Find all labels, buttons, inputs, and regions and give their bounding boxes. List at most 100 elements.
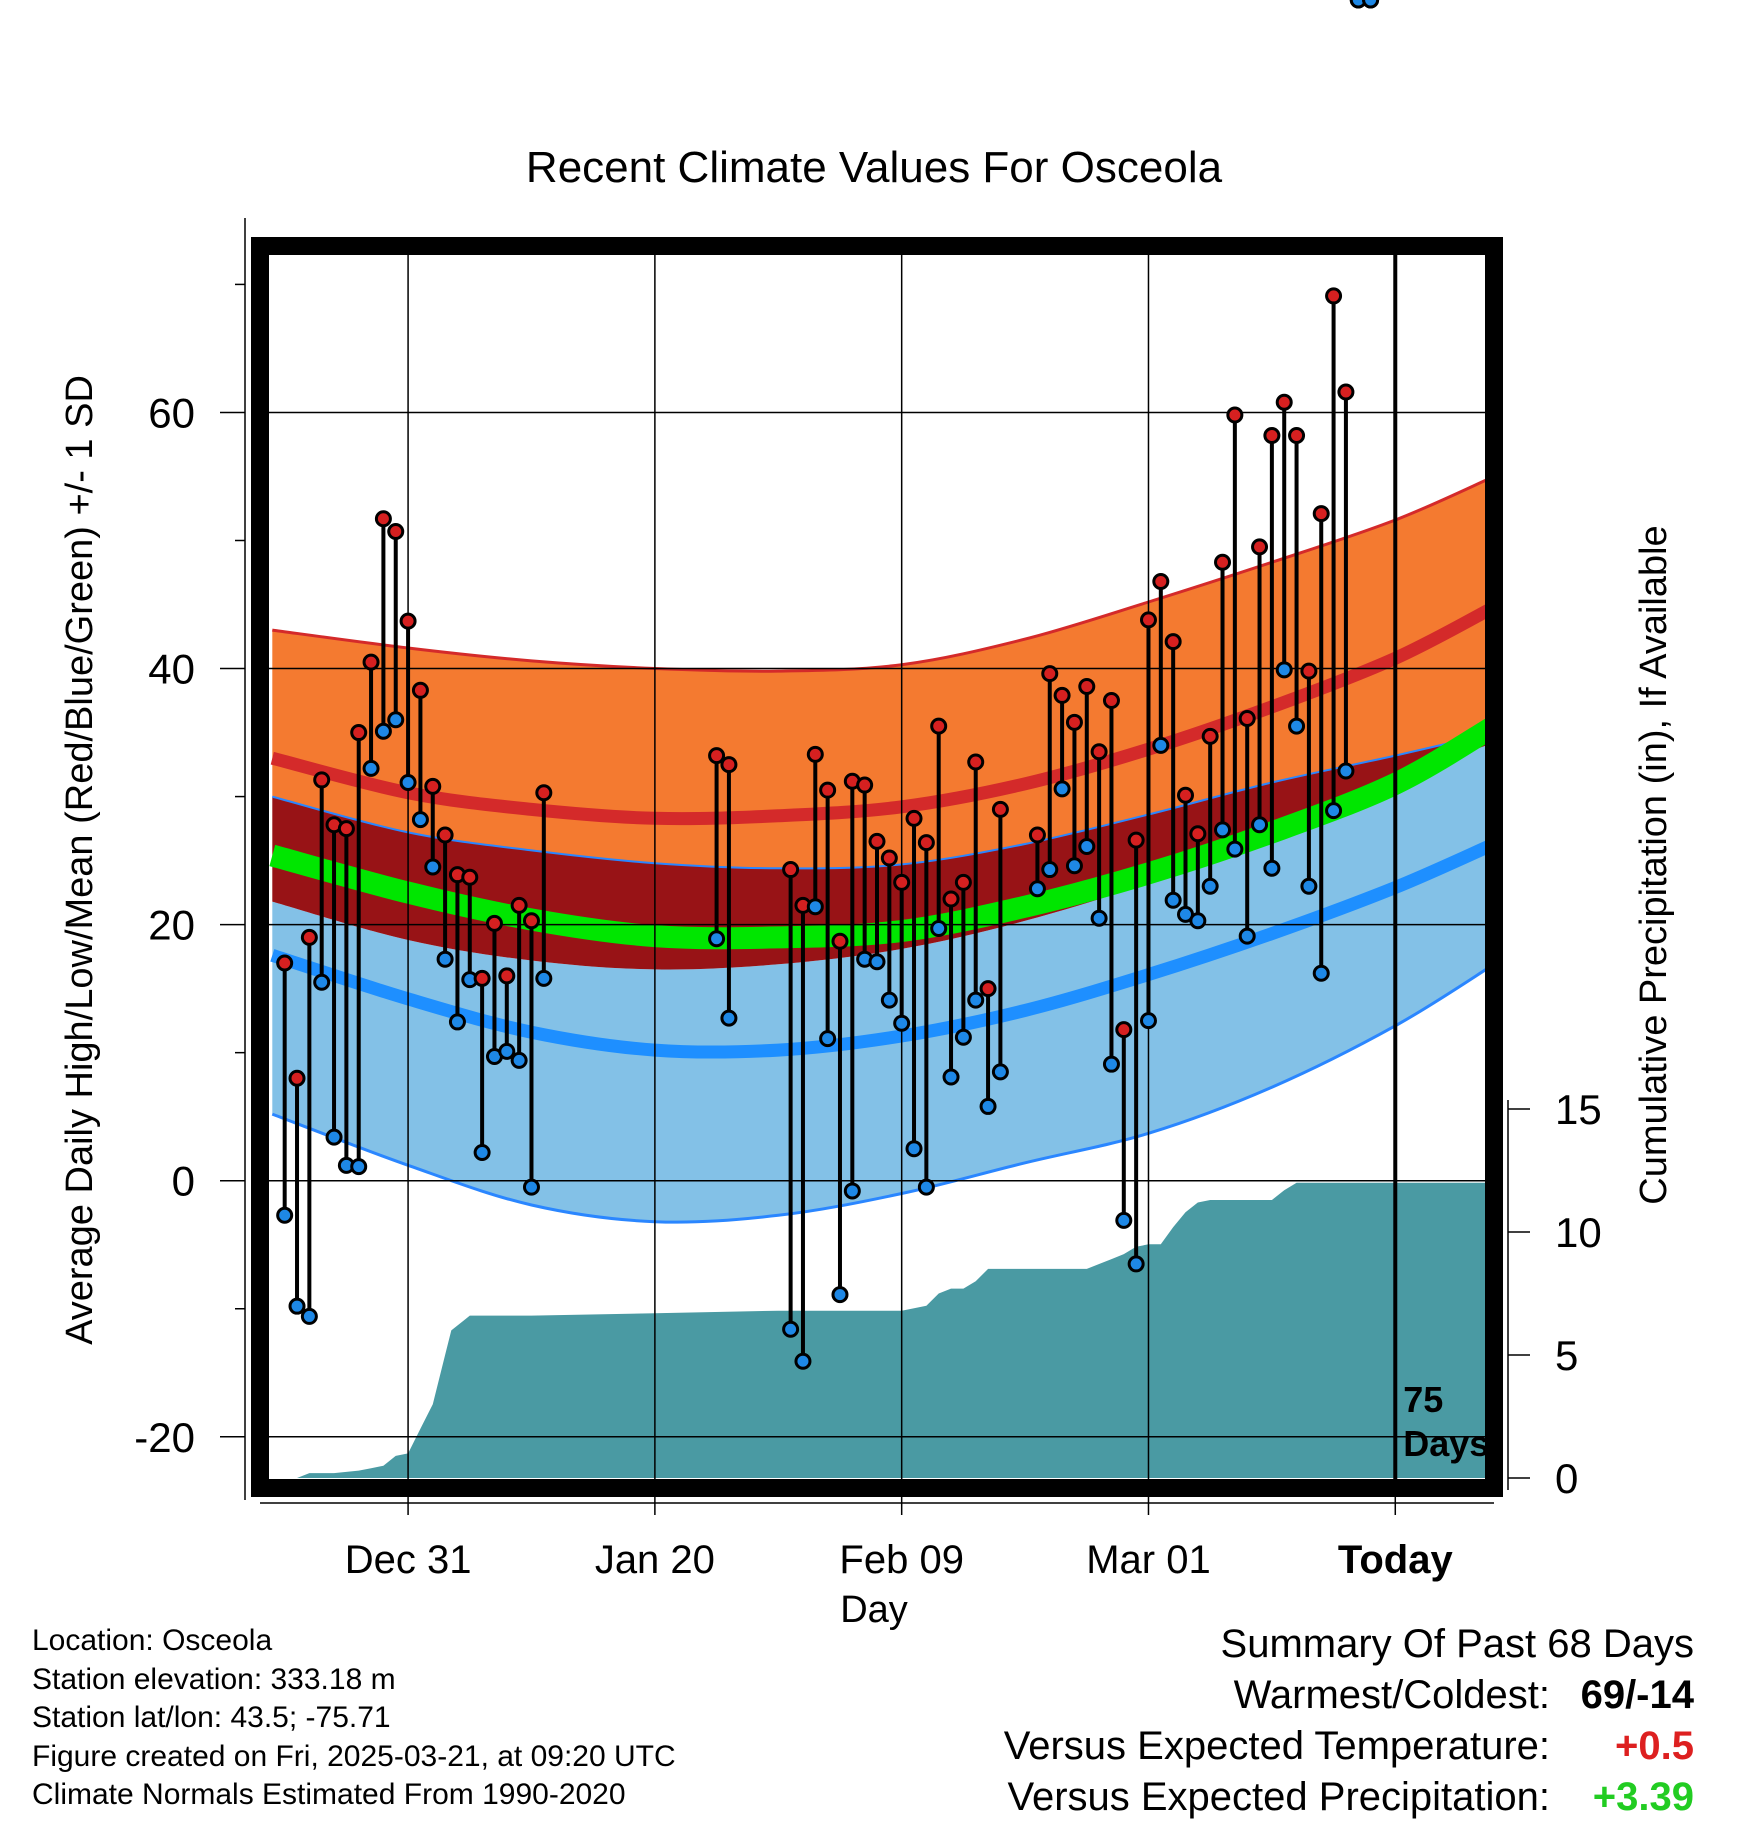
high-temp-point <box>374 510 392 528</box>
high-temp-point <box>1127 831 1145 849</box>
low-temp-point <box>1300 877 1318 895</box>
high-temp-point <box>1177 786 1194 804</box>
high-temp-point <box>868 832 886 850</box>
high-temp-point <box>708 747 726 765</box>
low-temp-point <box>979 1097 997 1115</box>
low-temp-point <box>868 953 886 971</box>
low-temp-point <box>954 1028 972 1046</box>
high-temp-point <box>411 681 429 699</box>
high-temp-point <box>930 717 948 735</box>
low-temp-point <box>782 1320 800 1338</box>
low-temp-point <box>498 1042 516 1060</box>
low-temp-point <box>411 811 429 829</box>
low-temp-point <box>362 759 380 777</box>
low-temp-point <box>473 1144 491 1162</box>
high-temp-point <box>893 873 911 891</box>
low-sd-band <box>272 742 1494 1223</box>
low-temp-point <box>893 1014 911 1032</box>
high-temp-point <box>387 523 405 541</box>
high-temp-point <box>1300 662 1318 680</box>
x-axis-label: Day <box>840 1589 908 1631</box>
high-temp-point <box>831 932 849 950</box>
high-temp-point <box>1337 383 1355 401</box>
high-temp-point <box>362 653 380 671</box>
low-temp-point <box>424 858 442 876</box>
low-temp-point <box>1263 859 1281 877</box>
low-temp-point <box>880 991 898 1009</box>
elevation-text: Station elevation: 333.18 m <box>32 1662 396 1696</box>
y-tick-label: 60 <box>148 389 195 436</box>
normals-text: Climate Normals Estimated From 1990-2020 <box>32 1778 626 1811</box>
high-temp-point <box>1078 677 1096 695</box>
low-temp-point <box>1349 0 1367 9</box>
high-temp-point <box>1028 826 1046 844</box>
high-temp-point <box>1102 692 1120 710</box>
low-temp-point <box>1325 802 1343 820</box>
high-temp-point <box>473 969 491 987</box>
low-temp-point <box>1127 1255 1145 1273</box>
high-temp-point <box>288 1069 306 1087</box>
high-temp-point <box>1238 709 1256 727</box>
high-temp-point <box>1139 611 1157 629</box>
low-temp-point <box>313 973 331 991</box>
low-temp-point <box>1312 964 1330 982</box>
y2-tick-label: 0 <box>1555 1455 1578 1502</box>
x-tick-label: Dec 31 <box>345 1538 472 1582</box>
high-temp-point <box>991 800 1009 818</box>
low-temp-point <box>720 1009 738 1027</box>
high-temp-point <box>1251 538 1269 556</box>
high-temp-point <box>979 980 997 998</box>
low-temp-point <box>510 1051 528 1069</box>
high-temp-point <box>313 771 331 789</box>
low-temp-point <box>1251 816 1269 834</box>
high-sd-band <box>272 476 1494 869</box>
summary-title: Summary Of Past 68 Days <box>1220 1622 1694 1666</box>
low-temp-point <box>1090 909 1108 927</box>
y2-axis-label: Cumulative Precipitation (in), If Availa… <box>1633 525 1675 1204</box>
low-temp-point <box>1078 838 1096 856</box>
low-temp-point <box>1214 821 1232 839</box>
low-temp-point <box>794 1352 812 1370</box>
station-info: Location: Osceola Station elevation: 333… <box>32 1622 676 1815</box>
temp-anomaly-label: Versus Expected Temperature: <box>1003 1724 1550 1768</box>
low-temp-point <box>399 773 417 791</box>
low-temp-point <box>831 1286 849 1304</box>
created-text: Figure created on Fri, 2025-03-21, at 09… <box>32 1739 676 1773</box>
high-temp-point <box>399 612 417 630</box>
high-temp-point <box>522 912 540 930</box>
high-temp-point <box>350 724 368 742</box>
low-temp-point <box>436 950 454 968</box>
high-temp-point <box>917 834 935 852</box>
low-temp-point <box>843 1182 861 1200</box>
low-temp-point <box>276 1206 294 1224</box>
high-temp-point <box>1201 727 1219 745</box>
low-temp-point <box>1362 0 1380 9</box>
y-tick-label: -20 <box>134 1414 195 1461</box>
high-temp-point <box>1065 713 1083 731</box>
low-temp-point <box>1102 1055 1120 1073</box>
low-temp-point <box>300 1307 318 1325</box>
low-temp-point <box>819 1030 837 1048</box>
high-temp-point <box>1226 406 1244 424</box>
low-temp-point <box>1238 927 1256 945</box>
high-temp-point <box>436 826 454 844</box>
high-temp-point <box>819 781 837 799</box>
low-temp-point <box>1164 891 1182 909</box>
summary-panel: Summary Of Past 68 Days Warmest/Coldest:… <box>874 1622 1694 1826</box>
low-temp-point <box>905 1140 923 1158</box>
warm-cold-label: Warmest/Coldest: <box>1233 1673 1550 1717</box>
y2-tick-label: 15 <box>1555 1086 1602 1133</box>
high-temp-point <box>510 896 528 914</box>
low-temp-point <box>288 1297 306 1315</box>
high-temp-point <box>720 756 738 774</box>
high-temp-point <box>337 820 355 838</box>
high-temp-point <box>942 890 960 908</box>
plot-frame <box>251 237 1503 1497</box>
low-temp-point <box>991 1063 1009 1081</box>
y-axis-label: Average Daily High/Low/Mean (Red/Blue/Gr… <box>59 375 101 1345</box>
low-temp-point <box>374 722 392 740</box>
low-temp-point <box>942 1068 960 1086</box>
low-temp-point <box>1189 912 1207 930</box>
low-temp-point <box>1152 736 1170 754</box>
low-temp-point <box>708 930 726 948</box>
